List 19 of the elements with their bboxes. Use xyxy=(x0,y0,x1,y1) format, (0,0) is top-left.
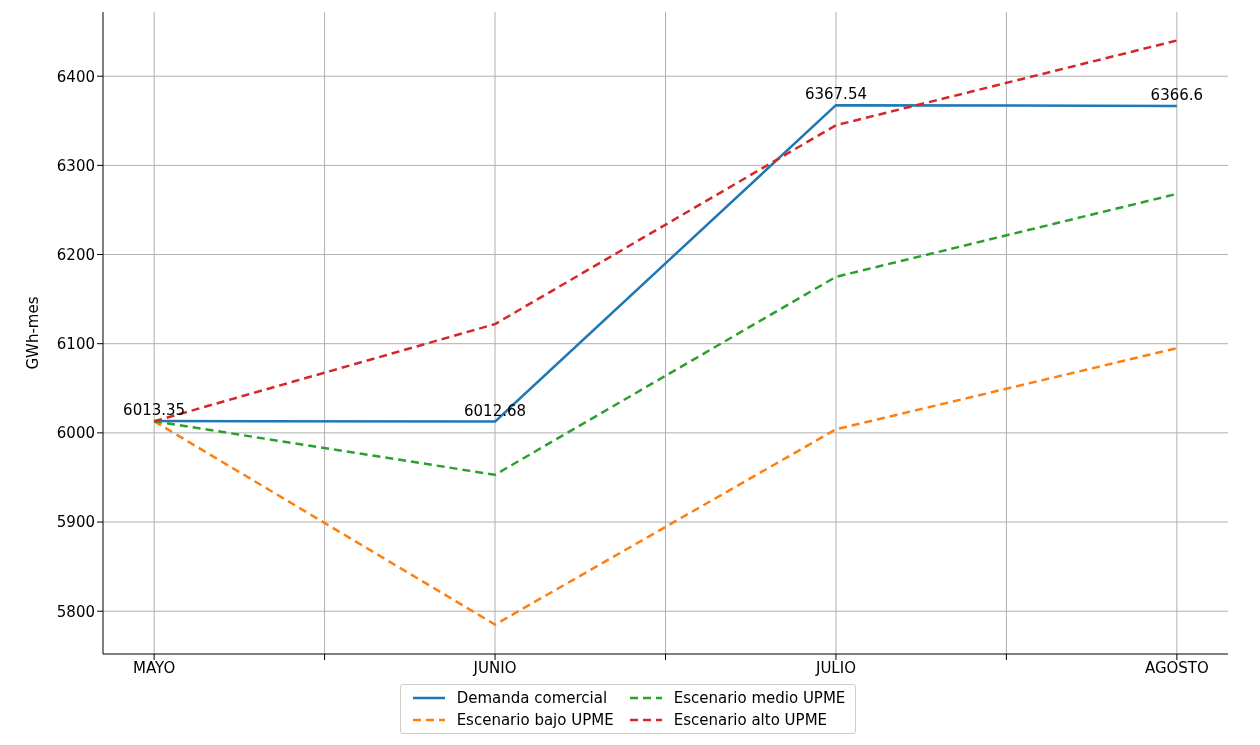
data-label: 6367.54 xyxy=(804,85,867,104)
y-tick-label: 5800 xyxy=(56,602,95,621)
y-tick-label: 6400 xyxy=(56,67,95,86)
y-tick-label: 5900 xyxy=(56,513,95,532)
y-tick-label: 6200 xyxy=(56,245,95,264)
y-tick-label: 6300 xyxy=(56,156,95,175)
x-tick-label: AGOSTO xyxy=(1144,658,1209,677)
legend-label: Escenario alto UPME xyxy=(673,711,828,729)
x-tick-label: MAYO xyxy=(133,658,176,677)
y-tick-label: 6000 xyxy=(56,424,95,443)
y-tick-label: 6100 xyxy=(56,335,95,354)
x-tick-label: JULIO xyxy=(814,658,856,677)
x-tick-label: JUNIO xyxy=(472,658,517,677)
data-label: 6366.6 xyxy=(1150,85,1204,104)
data-label: 6013.35 xyxy=(123,400,186,419)
legend-label: Demanda comercial xyxy=(456,689,608,707)
legend-label: Escenario bajo UPME xyxy=(456,711,614,729)
legend-label: Escenario medio UPME xyxy=(673,689,846,707)
y-axis-title: GWh-mes xyxy=(24,296,43,370)
